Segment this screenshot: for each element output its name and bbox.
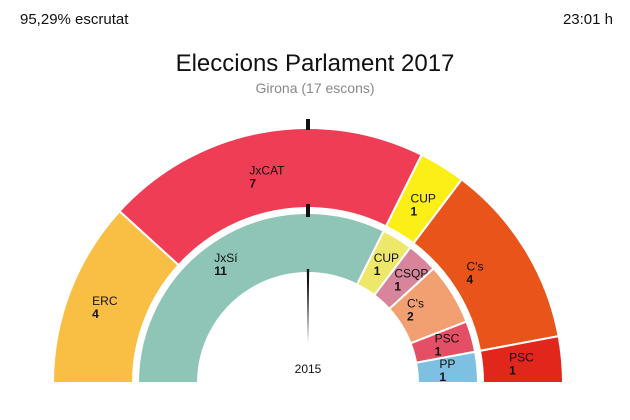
- seg-seats-2015-2: 1: [394, 280, 401, 294]
- seg-seats-2017-1: 7: [249, 177, 256, 191]
- center-needle: [306, 269, 310, 343]
- seg-2017-4: [478, 334, 565, 384]
- seg-label-2017-0: ERC: [92, 294, 118, 308]
- seg-label-2017-2: CUP: [411, 191, 436, 205]
- seg-label-2017-4: PSC: [509, 351, 534, 365]
- seg-2015-0: [136, 212, 386, 384]
- seg-label-2017-3: C's: [467, 259, 484, 273]
- seg-seats-2017-2: 1: [411, 204, 418, 218]
- seg-label-2015-4: PSC: [435, 332, 460, 346]
- chart-title: Eleccions Parlament 2017: [175, 50, 455, 77]
- seg-label-2015-5: PP: [439, 357, 455, 371]
- counted-percentage: 95,29% escrutat: [20, 11, 129, 28]
- seg-label-2015-3: C's: [407, 296, 424, 310]
- seg-seats-2017-3: 4: [467, 272, 474, 286]
- seg-seats-2015-1: 1: [374, 264, 381, 278]
- seg-label-2015-1: CUP: [374, 251, 399, 265]
- seg-label-2017-1: JxCAT: [249, 164, 285, 178]
- update-time: 23:01 h: [562, 11, 613, 28]
- seg-seats-2015-5: 1: [439, 370, 446, 384]
- seg-2015-5: [414, 350, 480, 384]
- majority-marker-outer: [306, 119, 310, 130]
- seg-label-2015-2: CSQP: [394, 267, 428, 281]
- seg-seats-2015-4: 1: [435, 345, 442, 359]
- seg-seats-2015-0: 11: [214, 264, 227, 278]
- seg-seats-2017-0: 4: [92, 307, 99, 321]
- seg-seats-2015-3: 2: [407, 309, 414, 323]
- seg-seats-2017-4: 1: [509, 364, 516, 378]
- majority-marker-inner: [306, 204, 310, 217]
- chart-subtitle: Girona (17 escons): [255, 80, 375, 96]
- seg-label-2015-0: JxSí: [214, 251, 238, 265]
- inner-ring-year-label: 2015: [295, 362, 322, 376]
